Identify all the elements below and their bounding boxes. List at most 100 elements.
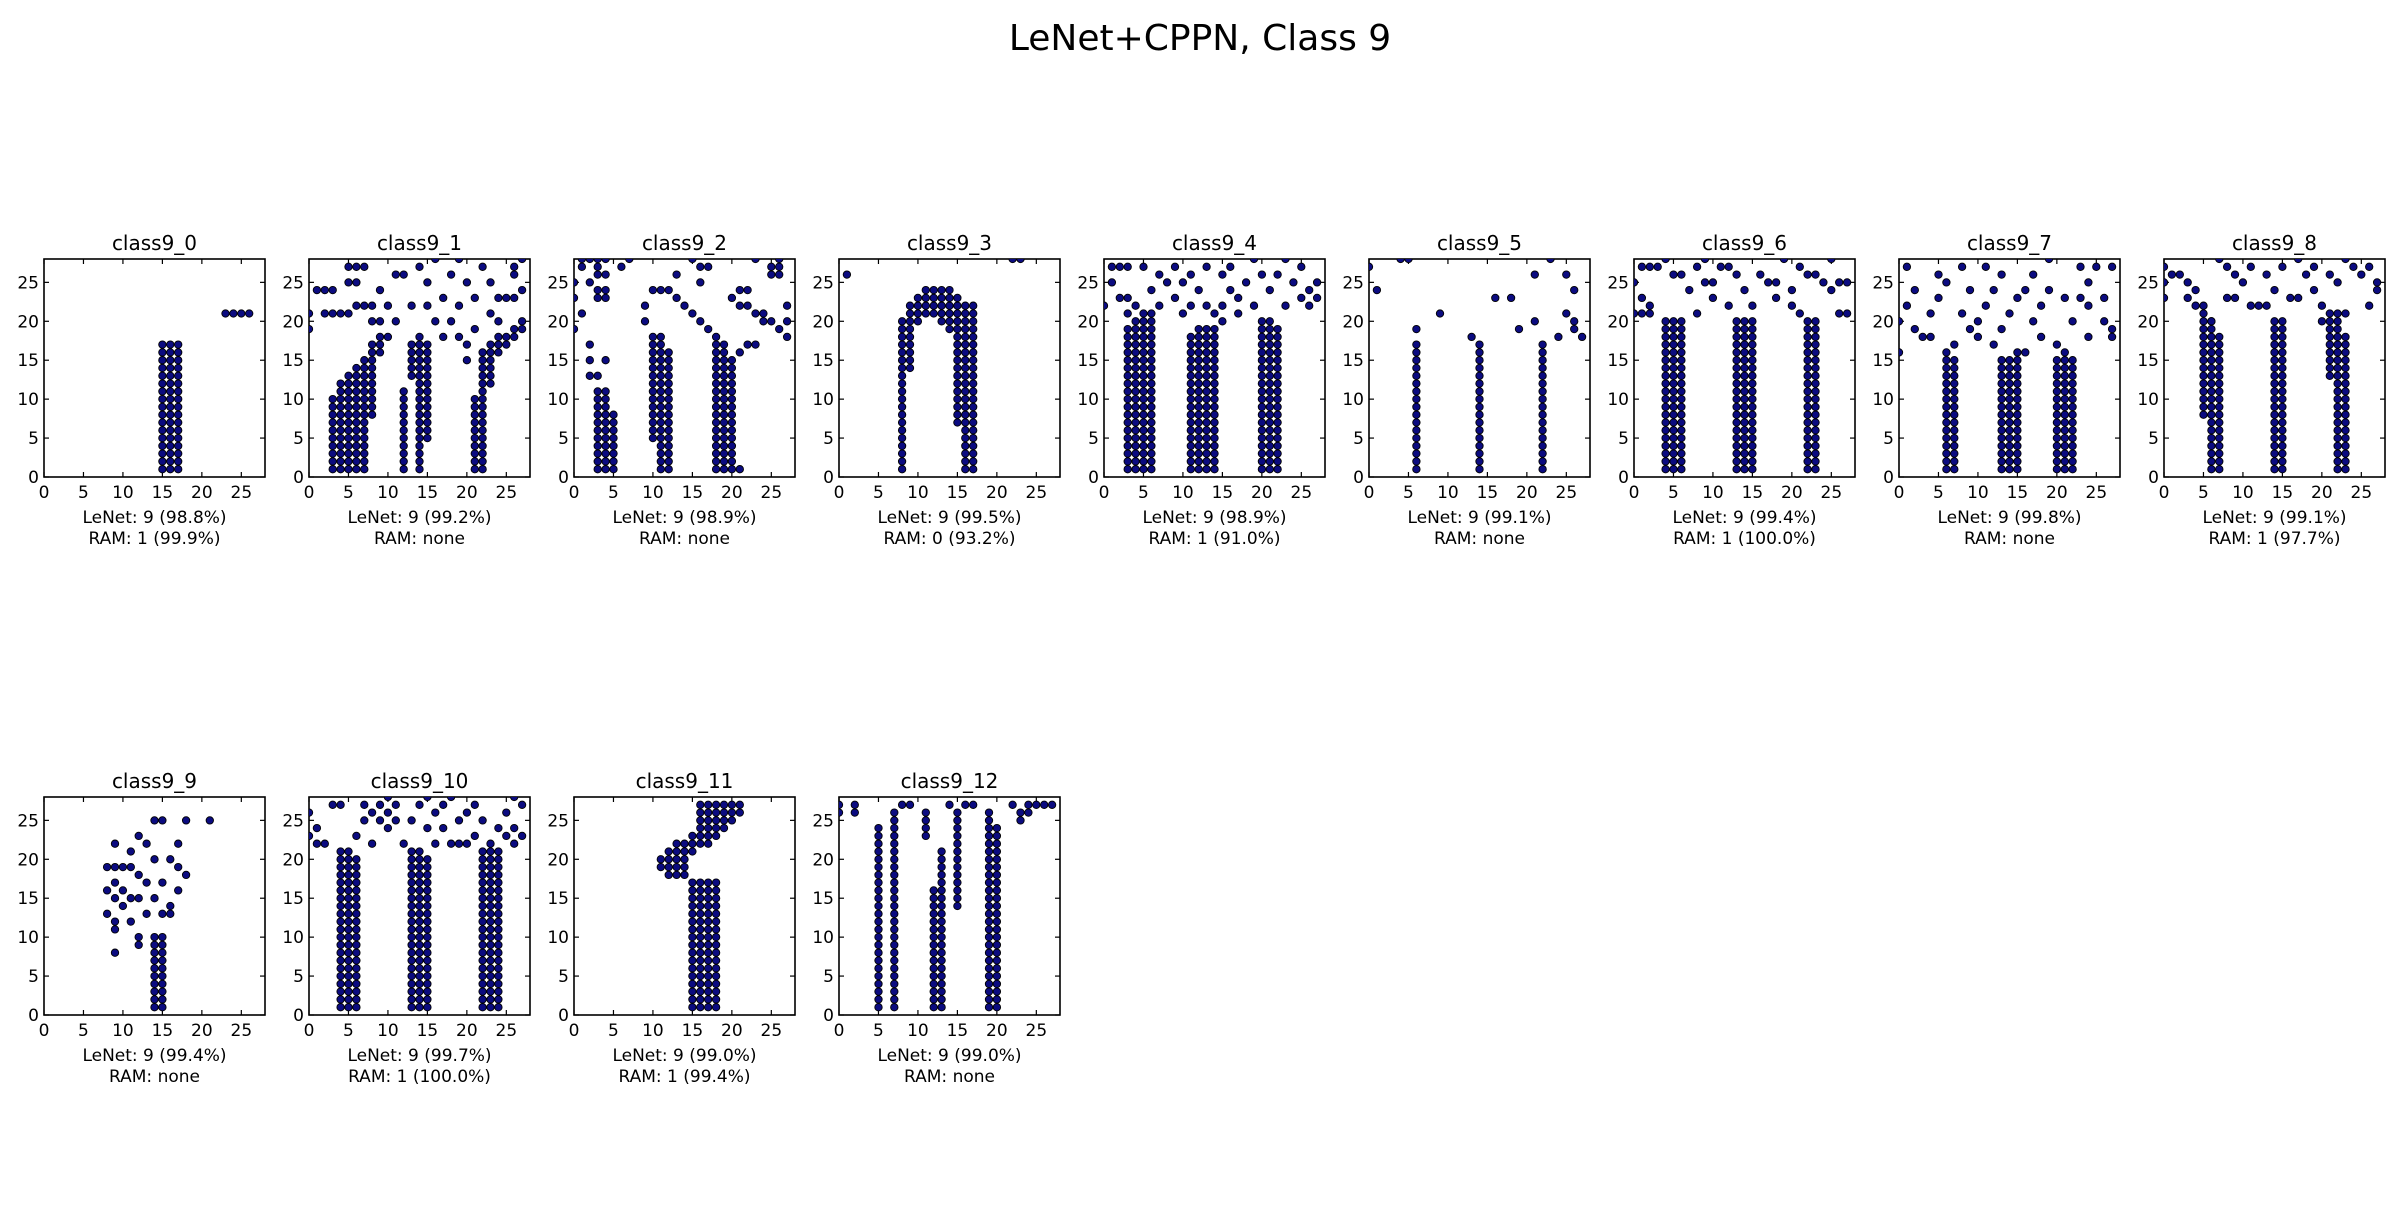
- scatter-point: [328, 800, 337, 809]
- scatter-point: [711, 917, 721, 926]
- scatter-point: [727, 363, 737, 373]
- scatter-point: [174, 387, 183, 396]
- scatter-point: [593, 418, 602, 427]
- scatter-point: [2199, 340, 2208, 349]
- scatter-point: [1265, 426, 1274, 435]
- caption-lenet: LeNet: 9 (99.0%): [612, 1046, 756, 1066]
- scatter-point: [711, 410, 721, 419]
- scatter-point: [680, 870, 689, 880]
- scatter-point: [478, 457, 487, 466]
- scatter-point: [407, 847, 416, 856]
- scatter-point: [375, 816, 385, 825]
- scatter-point: [423, 855, 432, 864]
- scatter-point: [1692, 262, 1702, 271]
- scatter-point: [2333, 332, 2342, 342]
- scatter-point: [1265, 402, 1274, 412]
- y-tick-label: 25: [547, 811, 569, 831]
- scatter-point: [1202, 348, 1211, 357]
- y-tick-label: 5: [1618, 429, 1629, 449]
- scatter-point: [984, 987, 994, 996]
- scatter-point: [391, 270, 400, 279]
- scatter-point: [664, 426, 673, 435]
- scatter-point: [336, 433, 345, 443]
- scatter-point: [415, 917, 424, 926]
- scatter-point: [439, 800, 448, 809]
- scatter-point: [1194, 465, 1203, 474]
- scatter-point: [1123, 387, 1132, 396]
- scatter-point: [415, 441, 424, 451]
- scatter-point: [2207, 426, 2216, 435]
- scatter-point: [1803, 324, 1812, 334]
- scatter-point: [711, 948, 721, 957]
- scatter-point: [510, 270, 519, 279]
- scatter-point: [478, 886, 487, 895]
- scatter-point: [478, 379, 487, 388]
- scatter-point: [1273, 348, 1282, 357]
- scatter-point: [1170, 262, 1180, 271]
- scatter-point: [2052, 387, 2062, 396]
- scatter-point: [2013, 457, 2022, 466]
- scatter-point: [1748, 418, 1757, 427]
- scatter-point: [2005, 402, 2014, 412]
- scatter-point: [158, 426, 167, 435]
- scatter-point: [2199, 309, 2208, 318]
- scatter-point: [890, 870, 899, 880]
- scatter-point: [593, 441, 602, 451]
- scatter-point: [1139, 309, 1148, 318]
- scatter-point: [1934, 293, 1943, 303]
- scatter-point: [897, 800, 907, 809]
- scatter-point: [656, 862, 665, 872]
- scatter-point: [2005, 457, 2014, 466]
- scatter-point: [1942, 410, 1951, 419]
- scatter-point: [992, 831, 1002, 841]
- scatter-point: [1123, 379, 1132, 388]
- scatter-point: [890, 855, 899, 864]
- scatter-point: [969, 371, 978, 380]
- scatter-point: [1950, 387, 1959, 396]
- caption-ram: RAM: none: [109, 1067, 200, 1087]
- scatter-point: [1186, 363, 1195, 373]
- x-tick-label: 10: [642, 1021, 664, 1041]
- scatter-point: [1202, 418, 1211, 427]
- scatter-point: [1677, 340, 1686, 349]
- scatter-point: [688, 987, 697, 996]
- scatter-point: [1412, 410, 1421, 419]
- scatter-point: [874, 894, 883, 903]
- scatter-point: [905, 340, 915, 349]
- scatter-point: [929, 1003, 938, 1012]
- scatter-point: [367, 348, 377, 357]
- scatter-point: [1273, 270, 1282, 279]
- scatter-point: [961, 418, 970, 427]
- scatter-point: [1281, 301, 1290, 310]
- scatter-point: [1942, 394, 1951, 404]
- scatter-point: [2215, 449, 2224, 458]
- scatter-point: [656, 371, 665, 380]
- scatter-point: [1139, 410, 1148, 419]
- scatter-point: [2207, 410, 2216, 419]
- scatter-point: [775, 259, 784, 264]
- scatter-point: [328, 418, 337, 427]
- scatter-point: [1787, 301, 1797, 310]
- scatter-point: [727, 449, 737, 458]
- scatter-point: [1842, 309, 1852, 318]
- scatter-point: [2278, 394, 2287, 404]
- scatter-point: [1289, 278, 1298, 287]
- scatter-point: [704, 979, 713, 989]
- scatter-point: [711, 909, 721, 918]
- scatter-point: [367, 808, 377, 817]
- scatter-point: [890, 831, 899, 841]
- scatter-point: [711, 465, 721, 474]
- scatter-point: [719, 441, 729, 451]
- scatter-point: [486, 971, 495, 981]
- caption-ram: RAM: 1 (99.4%): [618, 1067, 750, 1087]
- scatter-point: [961, 309, 970, 318]
- y-tick-label: 0: [1618, 468, 1629, 488]
- scatter-point: [367, 379, 377, 388]
- scatter-point: [174, 356, 183, 365]
- scatter-point: [1186, 371, 1195, 380]
- scatter-point: [478, 870, 487, 880]
- scatter-point: [2325, 270, 2334, 279]
- scatter-point: [1677, 387, 1686, 396]
- scatter-point: [961, 394, 970, 404]
- scatter-point: [336, 995, 345, 1004]
